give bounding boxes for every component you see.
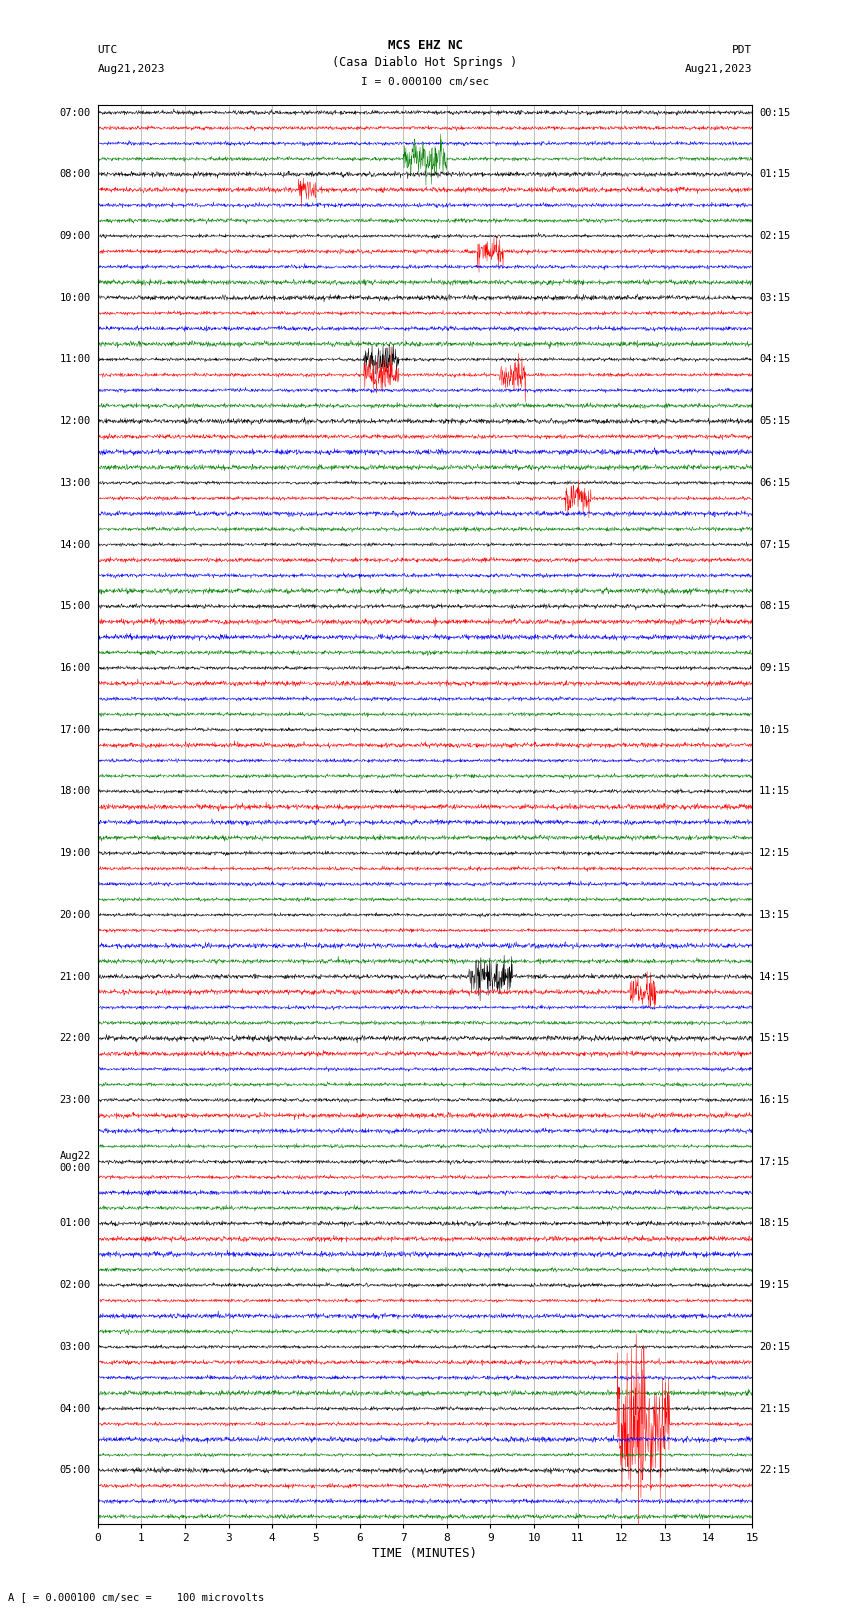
Text: 04:00: 04:00: [60, 1403, 91, 1413]
Text: 08:15: 08:15: [759, 602, 791, 611]
Text: Aug22
00:00: Aug22 00:00: [60, 1152, 91, 1173]
Text: 20:00: 20:00: [60, 910, 91, 919]
Text: 11:15: 11:15: [759, 787, 791, 797]
Text: 09:00: 09:00: [60, 231, 91, 240]
Text: 19:00: 19:00: [60, 848, 91, 858]
Text: 03:00: 03:00: [60, 1342, 91, 1352]
Text: 07:00: 07:00: [60, 108, 91, 118]
Text: 17:00: 17:00: [60, 724, 91, 734]
X-axis label: TIME (MINUTES): TIME (MINUTES): [372, 1547, 478, 1560]
Text: 16:15: 16:15: [759, 1095, 791, 1105]
Text: 05:00: 05:00: [60, 1465, 91, 1476]
Text: 08:00: 08:00: [60, 169, 91, 179]
Text: 18:00: 18:00: [60, 787, 91, 797]
Text: 10:15: 10:15: [759, 724, 791, 734]
Text: 15:15: 15:15: [759, 1034, 791, 1044]
Text: 05:15: 05:15: [759, 416, 791, 426]
Text: 10:00: 10:00: [60, 292, 91, 303]
Text: (Casa Diablo Hot Springs ): (Casa Diablo Hot Springs ): [332, 56, 518, 69]
Text: 15:00: 15:00: [60, 602, 91, 611]
Text: 09:15: 09:15: [759, 663, 791, 673]
Text: 13:15: 13:15: [759, 910, 791, 919]
Text: 14:00: 14:00: [60, 540, 91, 550]
Text: 11:00: 11:00: [60, 355, 91, 365]
Text: 03:15: 03:15: [759, 292, 791, 303]
Text: 02:00: 02:00: [60, 1281, 91, 1290]
Text: 14:15: 14:15: [759, 971, 791, 982]
Text: 16:00: 16:00: [60, 663, 91, 673]
Text: 22:15: 22:15: [759, 1465, 791, 1476]
Text: 04:15: 04:15: [759, 355, 791, 365]
Text: 18:15: 18:15: [759, 1218, 791, 1229]
Text: 17:15: 17:15: [759, 1157, 791, 1166]
Text: 20:15: 20:15: [759, 1342, 791, 1352]
Text: 00:15: 00:15: [759, 108, 791, 118]
Text: I = 0.000100 cm/sec: I = 0.000100 cm/sec: [361, 77, 489, 87]
Text: 21:15: 21:15: [759, 1403, 791, 1413]
Text: 07:15: 07:15: [759, 540, 791, 550]
Text: A [ = 0.000100 cm/sec =    100 microvolts: A [ = 0.000100 cm/sec = 100 microvolts: [8, 1592, 264, 1602]
Text: 23:00: 23:00: [60, 1095, 91, 1105]
Text: 21:00: 21:00: [60, 971, 91, 982]
Text: 06:15: 06:15: [759, 477, 791, 487]
Text: 12:00: 12:00: [60, 416, 91, 426]
Text: 22:00: 22:00: [60, 1034, 91, 1044]
Text: 01:00: 01:00: [60, 1218, 91, 1229]
Text: PDT: PDT: [732, 45, 752, 55]
Text: Aug21,2023: Aug21,2023: [685, 65, 752, 74]
Text: 02:15: 02:15: [759, 231, 791, 240]
Text: 12:15: 12:15: [759, 848, 791, 858]
Text: 01:15: 01:15: [759, 169, 791, 179]
Text: MCS EHZ NC: MCS EHZ NC: [388, 39, 462, 52]
Text: UTC: UTC: [98, 45, 118, 55]
Text: 19:15: 19:15: [759, 1281, 791, 1290]
Text: Aug21,2023: Aug21,2023: [98, 65, 165, 74]
Text: 13:00: 13:00: [60, 477, 91, 487]
